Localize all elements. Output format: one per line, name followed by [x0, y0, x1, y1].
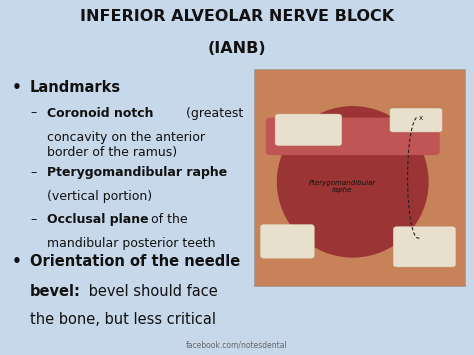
Text: facebook.com/notesdental: facebook.com/notesdental	[186, 341, 288, 350]
Text: of the: of the	[147, 213, 188, 226]
Text: Occlusal plane: Occlusal plane	[47, 213, 149, 226]
Text: bevel should face: bevel should face	[84, 284, 218, 299]
Text: (vertical portion): (vertical portion)	[47, 190, 153, 203]
FancyBboxPatch shape	[266, 118, 440, 155]
Text: Pterygomandibular raphe: Pterygomandibular raphe	[47, 166, 228, 179]
Text: Orientation of the needle: Orientation of the needle	[30, 254, 240, 269]
FancyBboxPatch shape	[393, 226, 456, 267]
Text: x: x	[419, 115, 423, 121]
Text: (greatest: (greatest	[182, 106, 244, 120]
Text: Coronoid notch: Coronoid notch	[47, 106, 154, 120]
FancyBboxPatch shape	[275, 114, 342, 146]
Text: –: –	[31, 106, 37, 120]
Ellipse shape	[277, 106, 428, 258]
Text: –: –	[31, 213, 37, 226]
Text: –: –	[31, 166, 37, 179]
Text: •: •	[12, 254, 22, 269]
FancyBboxPatch shape	[260, 224, 314, 258]
FancyBboxPatch shape	[390, 108, 442, 132]
Text: concavity on the anterior
border of the ramus): concavity on the anterior border of the …	[47, 131, 205, 159]
Text: INFERIOR ALVEOLAR NERVE BLOCK: INFERIOR ALVEOLAR NERVE BLOCK	[80, 9, 394, 24]
Text: bevel:: bevel:	[30, 284, 81, 299]
Text: Landmarks: Landmarks	[30, 80, 121, 95]
Text: •: •	[12, 80, 22, 95]
Text: the bone, but less critical: the bone, but less critical	[30, 312, 216, 327]
FancyBboxPatch shape	[254, 69, 465, 286]
Text: (IANB): (IANB)	[208, 41, 266, 56]
Text: mandibular posterior teeth: mandibular posterior teeth	[47, 237, 216, 250]
Text: Pterygomandibular
raphe: Pterygomandibular raphe	[309, 180, 376, 193]
